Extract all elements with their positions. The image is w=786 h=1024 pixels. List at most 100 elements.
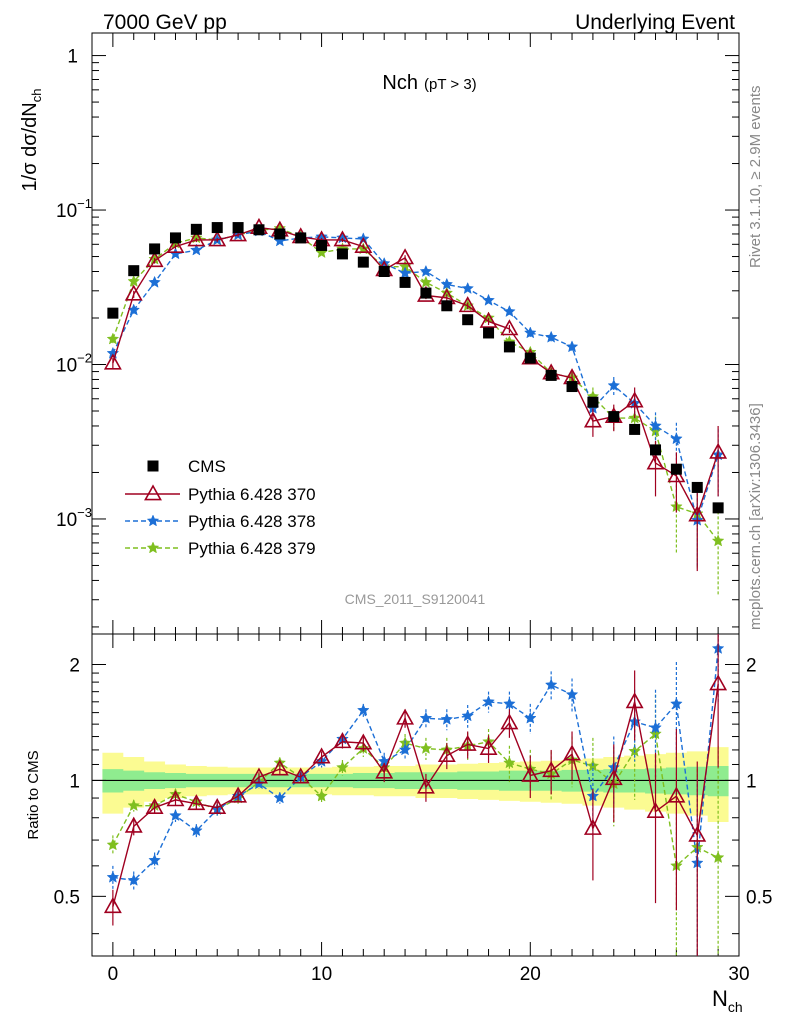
data-point bbox=[419, 264, 433, 277]
data-point bbox=[482, 293, 495, 306]
header-right: Underlying Event bbox=[575, 11, 735, 34]
data-point bbox=[458, 296, 477, 313]
ratio-tick-label-left: 2 bbox=[69, 655, 80, 676]
data-point bbox=[523, 326, 537, 339]
ratio-point bbox=[315, 789, 328, 802]
data-point bbox=[691, 481, 703, 493]
series-layer bbox=[103, 217, 728, 956]
ratio-point bbox=[542, 761, 561, 778]
x-tick-label: 30 bbox=[728, 964, 749, 985]
data-point bbox=[479, 311, 498, 328]
data-point bbox=[649, 419, 662, 432]
legend-label: Pythia 6.428 378 bbox=[188, 512, 316, 531]
data-point bbox=[399, 276, 411, 288]
data-point bbox=[646, 453, 665, 470]
data-point bbox=[441, 300, 453, 312]
ratio-point bbox=[229, 786, 248, 803]
data-point bbox=[583, 411, 602, 428]
data-point bbox=[253, 224, 265, 236]
ratio-point bbox=[709, 674, 728, 691]
ratio-point bbox=[106, 870, 120, 883]
ratio-point bbox=[354, 733, 373, 750]
ratio-tick-label-right: 2 bbox=[746, 655, 757, 676]
legend-label: Pythia 6.428 370 bbox=[188, 485, 316, 504]
data-point bbox=[500, 319, 519, 336]
data-point bbox=[650, 444, 662, 456]
data-point bbox=[336, 248, 348, 260]
series-cms bbox=[107, 222, 724, 514]
data-point bbox=[378, 266, 390, 278]
data-point bbox=[483, 327, 495, 339]
side-rivet: Rivet 3.1.10, ≥ 2.9M events bbox=[747, 86, 764, 269]
ratio-point bbox=[503, 697, 516, 710]
data-point bbox=[709, 442, 728, 459]
data-point bbox=[503, 304, 516, 318]
ratio-point bbox=[667, 786, 686, 803]
chart-title: Nch bbox=[382, 72, 418, 94]
data-point bbox=[145, 251, 164, 268]
ratio-point bbox=[336, 760, 349, 773]
data-point bbox=[398, 266, 412, 279]
ratio-point bbox=[670, 697, 683, 710]
data-point bbox=[148, 275, 161, 288]
legend-label: CMS bbox=[188, 457, 226, 476]
ratio-point bbox=[646, 801, 665, 818]
ratio-point bbox=[649, 721, 662, 734]
y-tick-label: 10−3 bbox=[56, 505, 92, 531]
data-point bbox=[667, 466, 686, 483]
x-axis-label: Nch bbox=[712, 986, 743, 1015]
legend-entry-pythia-6-428-370: Pythia 6.428 370 bbox=[125, 484, 316, 504]
data-point bbox=[440, 277, 454, 290]
data-point bbox=[461, 281, 475, 295]
ratio-tick-label-right: 1 bbox=[746, 771, 757, 792]
ratio-point bbox=[333, 732, 352, 749]
ratio-point bbox=[440, 712, 454, 725]
ratio-point bbox=[625, 692, 644, 709]
data-point bbox=[670, 432, 683, 445]
tick-labels: 0 10 20 30 1 10−1 10−2 10−3 0.5 0.5 1 1 2 2 bbox=[54, 47, 773, 985]
ratio-point bbox=[273, 791, 287, 804]
data-point bbox=[607, 378, 621, 392]
ratio-point bbox=[416, 777, 435, 794]
ratio-point bbox=[500, 713, 519, 730]
data-point bbox=[128, 265, 140, 277]
data-point bbox=[229, 225, 248, 242]
data-point bbox=[357, 256, 369, 268]
ratio-axis-label: Ratio to CMS bbox=[25, 750, 42, 839]
data-point bbox=[608, 411, 620, 423]
data-point bbox=[127, 274, 141, 287]
x-tick-label: 10 bbox=[311, 964, 332, 985]
ratio-tick-label-right: 0.5 bbox=[746, 887, 772, 908]
ratio-point bbox=[169, 809, 182, 822]
ratio-point bbox=[103, 897, 122, 914]
ratio-point bbox=[375, 762, 394, 779]
ratio-point bbox=[419, 711, 433, 724]
ratio-frame bbox=[91, 633, 740, 957]
ratio-point bbox=[189, 824, 203, 837]
data-point bbox=[208, 230, 227, 247]
x-tick-label: 0 bbox=[108, 964, 119, 985]
watermark: CMS_2011_S9120041 bbox=[345, 591, 486, 607]
ratio-point bbox=[583, 818, 602, 835]
data-point bbox=[565, 340, 579, 353]
ratio-point bbox=[145, 797, 164, 815]
data-point bbox=[211, 222, 223, 234]
ratio-point bbox=[312, 747, 331, 764]
ratio-point bbox=[187, 794, 206, 811]
ratio-point bbox=[482, 695, 495, 708]
ratio-point bbox=[523, 711, 537, 724]
ratio-point bbox=[356, 703, 370, 716]
ratio-point bbox=[127, 798, 141, 812]
legend-marker bbox=[147, 460, 159, 472]
legend-label: Pythia 6.428 379 bbox=[188, 539, 316, 558]
header-left: 7000 GeV pp bbox=[103, 11, 227, 34]
data-point bbox=[354, 236, 373, 253]
ratio-point bbox=[166, 790, 185, 807]
y-tick-label: 1 bbox=[67, 47, 78, 68]
ratio-point bbox=[250, 767, 268, 784]
ratio-point bbox=[688, 825, 707, 842]
ratio-point bbox=[124, 816, 143, 833]
data-point bbox=[103, 353, 122, 370]
data-point bbox=[462, 314, 474, 326]
